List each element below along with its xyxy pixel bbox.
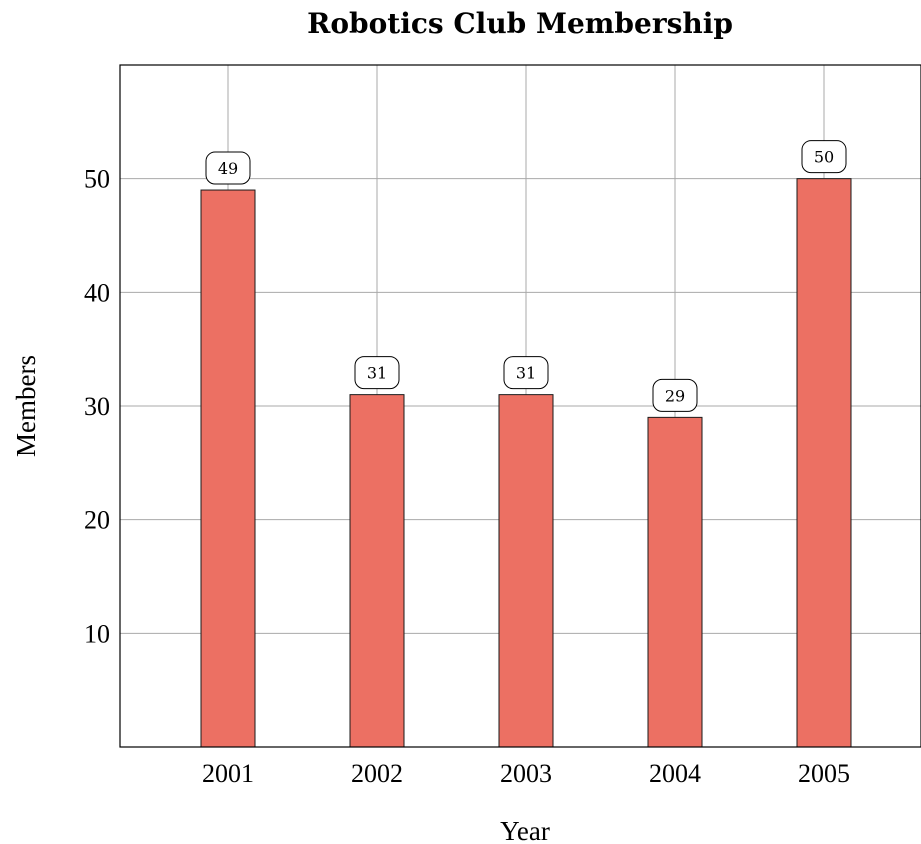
y-axis-label: Members xyxy=(11,355,41,457)
data-label: 31 xyxy=(516,364,536,383)
x-tick-label: 2004 xyxy=(649,759,701,788)
x-tick-label: 2003 xyxy=(500,759,552,788)
y-tick-label: 30 xyxy=(84,392,110,421)
plot-frame xyxy=(119,64,921,748)
data-label-box xyxy=(205,151,251,185)
y-tick-label: 40 xyxy=(84,278,110,307)
data-label-box xyxy=(801,140,847,174)
y-tick-label: 20 xyxy=(84,506,110,535)
x-tick-label: 2001 xyxy=(202,759,254,788)
chart-title: Robotics Club Membership xyxy=(307,7,733,40)
y-tick-labels: 10 20 30 40 50 xyxy=(84,165,110,649)
bar-2001 xyxy=(200,189,256,748)
bar-2005 xyxy=(796,178,852,748)
y-tick-label: 10 xyxy=(84,619,110,648)
data-labels: 49 31 31 29 50 xyxy=(205,140,847,412)
data-label-box xyxy=(652,378,698,412)
data-label: 50 xyxy=(814,148,834,167)
x-tick-label: 2002 xyxy=(351,759,403,788)
data-label-box xyxy=(354,356,400,390)
data-label-box xyxy=(503,356,549,390)
x-tick-labels: 2001 2002 2003 2004 2005 xyxy=(202,759,850,788)
x-tick-label: 2005 xyxy=(798,759,850,788)
bar-2004 xyxy=(647,416,703,748)
y-tick-label: 50 xyxy=(84,165,110,194)
data-label: 29 xyxy=(665,386,685,405)
data-label: 49 xyxy=(218,159,238,178)
data-label: 31 xyxy=(367,364,387,383)
bar-2003 xyxy=(498,394,554,748)
x-axis-label: Year xyxy=(500,816,550,844)
bar-2002 xyxy=(349,394,405,748)
